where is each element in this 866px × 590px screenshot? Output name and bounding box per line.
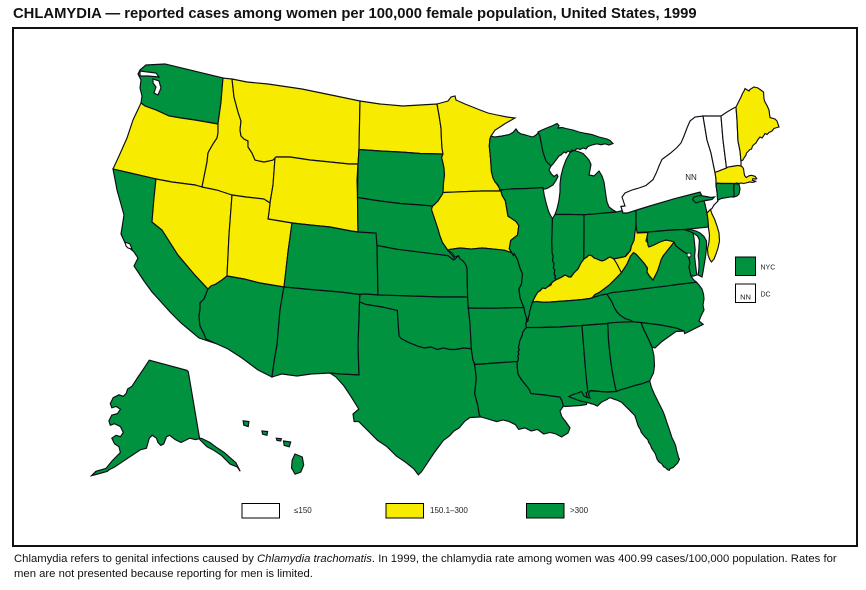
svg-text:NYC: NYC	[761, 265, 776, 272]
svg-text:≤150: ≤150	[294, 506, 312, 515]
svg-text:>300: >300	[570, 506, 589, 515]
svg-text:DC: DC	[761, 292, 771, 299]
svg-text:NN: NN	[685, 173, 697, 182]
svg-text:150.1–300: 150.1–300	[430, 506, 468, 515]
svg-text:NN: NN	[740, 293, 751, 302]
